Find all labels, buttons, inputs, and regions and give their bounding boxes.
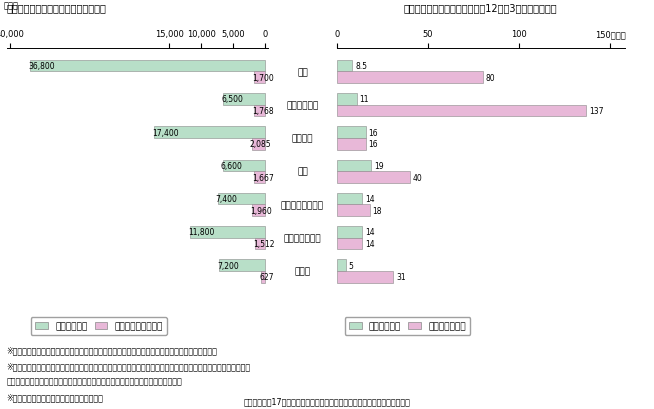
- Text: 19: 19: [374, 162, 384, 171]
- Text: 14: 14: [365, 195, 375, 204]
- Text: 8.5: 8.5: [355, 62, 367, 71]
- Text: 5: 5: [349, 261, 354, 270]
- Text: 7,200: 7,200: [217, 261, 239, 270]
- Bar: [261, 271, 265, 283]
- Text: 14: 14: [365, 228, 375, 237]
- Bar: [337, 127, 366, 139]
- Bar: [224, 94, 265, 106]
- Text: 627: 627: [259, 272, 273, 281]
- Text: 1,700: 1,700: [252, 74, 274, 83]
- Bar: [337, 106, 587, 117]
- Legend: 市内通話料金, 長距離通話料金: 市内通話料金, 長距離通話料金: [345, 317, 470, 335]
- Text: 11,800: 11,800: [188, 228, 214, 237]
- Text: ※　各都市とも月額基本料金に一定の通話料金を含むプランや通話料金が通話時間によらないプラン等多様な料金: ※ 各都市とも月額基本料金に一定の通話料金を含むプランや通話料金が通話時間によら…: [7, 361, 250, 370]
- Text: 31: 31: [396, 272, 405, 281]
- Text: 137: 137: [589, 107, 604, 116]
- Text: 1,768: 1,768: [252, 107, 273, 116]
- Bar: [337, 227, 362, 238]
- Text: 1,667: 1,667: [252, 173, 274, 182]
- Bar: [337, 94, 357, 106]
- Bar: [30, 61, 265, 72]
- Text: 14: 14: [365, 239, 375, 248]
- Text: パリ: パリ: [297, 167, 308, 176]
- Text: ※　米国、フランス及び韓国では基本料についてユニバーサルサービス基金等による補てんがある: ※ 米国、フランス及び韓国では基本料についてユニバーサルサービス基金等による補て…: [7, 346, 217, 355]
- Bar: [337, 271, 393, 283]
- Bar: [219, 260, 265, 271]
- Text: ニューヨーク: ニューヨーク: [286, 101, 318, 110]
- Text: 80: 80: [485, 74, 495, 83]
- Text: 36,800: 36,800: [28, 62, 55, 71]
- Text: ストックホルム: ストックホルム: [284, 234, 321, 243]
- Bar: [337, 72, 483, 84]
- Bar: [252, 205, 265, 216]
- Bar: [154, 127, 265, 139]
- Text: 6,600: 6,600: [221, 162, 243, 171]
- Legend: 加入時一時金, 基本料金（住宅用）: 加入時一時金, 基本料金（住宅用）: [31, 317, 167, 335]
- Bar: [254, 106, 265, 117]
- Text: 1,512: 1,512: [253, 239, 275, 248]
- Text: 16: 16: [369, 128, 378, 137]
- Bar: [254, 72, 265, 84]
- Bar: [337, 160, 371, 172]
- Text: 17,400: 17,400: [152, 128, 179, 137]
- Bar: [223, 160, 265, 172]
- Text: 2,085: 2,085: [250, 140, 271, 149]
- Bar: [337, 193, 362, 205]
- Text: 6,500: 6,500: [222, 95, 243, 104]
- Title: 【市内・長距離通話料金（平日12時の3分間の料金）】: 【市内・長距離通話料金（平日12時の3分間の料金）】: [404, 3, 557, 13]
- Text: ロンドン: ロンドン: [292, 134, 313, 143]
- Bar: [255, 238, 265, 250]
- Bar: [190, 227, 265, 238]
- Text: デュッセルドルフ: デュッセルドルフ: [281, 200, 324, 209]
- Text: 7,400: 7,400: [216, 195, 237, 204]
- Bar: [337, 260, 346, 271]
- Text: 東京: 東京: [297, 68, 308, 77]
- Text: 【住宅用の加入時一時金・基本料金】: 【住宅用の加入時一時金・基本料金】: [7, 3, 107, 13]
- Text: 40: 40: [413, 173, 422, 182]
- Text: 総務省「平成17年度　電気通信サービスに係る内外価格差調査」により作成: 総務省「平成17年度 電気通信サービスに係る内外価格差調査」により作成: [243, 396, 411, 405]
- Text: 1,960: 1,960: [250, 206, 272, 215]
- Bar: [218, 193, 265, 205]
- Text: （円）: （円）: [3, 1, 18, 10]
- Bar: [337, 205, 370, 216]
- Text: 18: 18: [372, 206, 382, 215]
- Text: ソウル: ソウル: [294, 267, 311, 276]
- Text: 16: 16: [369, 140, 378, 149]
- Bar: [337, 238, 362, 250]
- Bar: [337, 139, 366, 150]
- Text: ※　長距離通話料金は、最遠距離区分による: ※ 長距離通話料金は、最遠距離区分による: [7, 392, 103, 401]
- Bar: [252, 139, 265, 150]
- Text: 11: 11: [360, 95, 369, 104]
- Bar: [254, 172, 265, 183]
- Text: 体系が導入されており、個別料金による単純な比較は困難な状況となっている: 体系が導入されており、個別料金による単純な比較は困難な状況となっている: [7, 377, 182, 386]
- Bar: [337, 61, 353, 72]
- Bar: [337, 172, 409, 183]
